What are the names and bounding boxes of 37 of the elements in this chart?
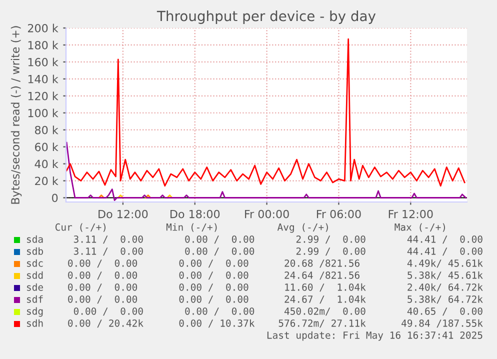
- y-tick-label: 160 k: [28, 58, 58, 66]
- x-tick-label: Do 18:00: [170, 210, 220, 218]
- legend-label: sdd: [27, 271, 43, 279]
- x-tick-label: Fr 12:00: [388, 210, 433, 218]
- text: 0.00 / 20.42k 0.00 / 10.37k 576.72m/ 27.11k 49.84 /187.55k: [68, 319, 483, 328]
- legend-label: sda: [27, 235, 43, 243]
- y-tick-label: 100 k: [28, 108, 58, 118]
- x-tick-label: Fr 00:00: [245, 210, 289, 218]
- y-tick-label: 20 k: [35, 176, 58, 186]
- y-tick-label: 140 k: [28, 74, 58, 84]
- y-tick-label: 40 k: [34, 160, 58, 168]
- y-tick-label: 200 k: [28, 24, 58, 32]
- text: Last update: Fri May 16 16:37:41 2025: [267, 331, 482, 341]
- legend-label: sdb: [27, 247, 43, 255]
- legend-label: sdc: [27, 259, 43, 267]
- text: 0.00 / 0.00 0.00 / 0.00 24.67 / 1.04k 5.38k/ 64.72k: [68, 295, 483, 304]
- line-series: [66, 38, 466, 187]
- legend-label: sdh: [27, 319, 43, 327]
- text: 0.00 / 0.00 0.00 / 0.00 24.64 /821.56 5.38k/ 45.61k: [68, 271, 483, 280]
- text: 3.11 / 0.00 0.00 / 0.00 2.99 / 0.00 44.41 / 0.00: [74, 235, 482, 244]
- text: 0.00 / 0.00 0.00 / 0.00 20.68 /821.56 4.49k/ 45.61k: [68, 259, 483, 268]
- y-tick-label: 120 k: [28, 92, 58, 100]
- y-tick-label: 60 k: [35, 142, 58, 152]
- text: 0.00 / 0.00 0.00 / 0.00 11.60 / 1.04k 2.40k/ 64.72k: [68, 283, 483, 292]
- legend-label: sdf: [27, 295, 43, 303]
- x-tick-label: Fr 06:00: [316, 210, 361, 218]
- x-tick-label: Do 12:00: [98, 210, 148, 218]
- legend-label: sde: [27, 283, 43, 291]
- text: Cur (-/+) Min (-/+) Avg (-/+) Max (-/+): [56, 223, 445, 233]
- legend-label: sdg: [27, 307, 43, 317]
- y-tick-label: 0: [52, 194, 58, 202]
- text: 0.00 / 0.00 0.00 / 0.00 450.02m/ 0.00 40.65 / 0.00: [74, 307, 482, 316]
- y-tick-label: 180 k: [28, 40, 58, 50]
- y-tick-label: 80 k: [35, 126, 58, 134]
- text: 3.11 / 0.00 0.00 / 0.00 2.99 / 0.00 44.41 / 0.00: [74, 247, 482, 256]
- chart-title: Throughput per device - by day: [156, 10, 376, 24]
- y-axis-title: Bytes/second read (-) / write (+): [10, 26, 22, 204]
